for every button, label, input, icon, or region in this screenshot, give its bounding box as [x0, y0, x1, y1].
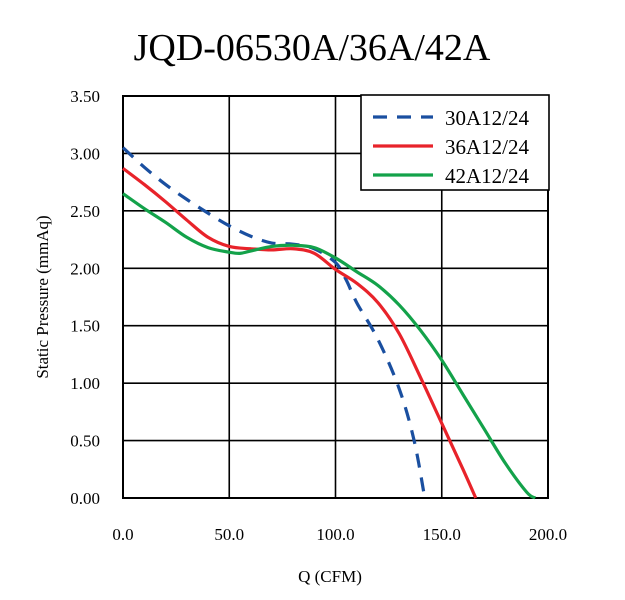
legend-box	[360, 94, 550, 191]
y-tick-label: 0.00	[70, 489, 100, 508]
x-axis-label: Q (CFM)	[298, 567, 362, 586]
chart-title: JQD-06530A/36A/42A	[134, 27, 491, 69]
y-axis-label: Static Pressure (mmAq)	[33, 215, 52, 378]
y-tick-label: 2.50	[70, 202, 100, 221]
y-tick-label: 2.00	[70, 259, 100, 278]
y-tick-label: 1.00	[70, 374, 100, 393]
y-tick-label: 3.00	[70, 144, 100, 163]
y-tick-label: 3.50	[70, 87, 100, 106]
y-tick-label: 0.50	[70, 432, 100, 451]
series-line-36a12-24	[122, 167, 478, 499]
x-tick-label: 200.0	[529, 525, 567, 544]
x-tick-label: 50.0	[214, 525, 244, 544]
legend-entry-label: 36A12/24	[445, 135, 530, 159]
x-tick-label: 150.0	[423, 525, 461, 544]
y-tick-label: 1.50	[70, 317, 100, 336]
legend-entry-label: 42A12/24	[445, 164, 530, 188]
x-tick-label: 100.0	[316, 525, 354, 544]
legend-entry-label: 30A12/24	[445, 106, 530, 130]
x-tick-label: 0.0	[112, 525, 133, 544]
series-line-42a12-24	[122, 192, 537, 500]
plot-border	[122, 95, 549, 499]
